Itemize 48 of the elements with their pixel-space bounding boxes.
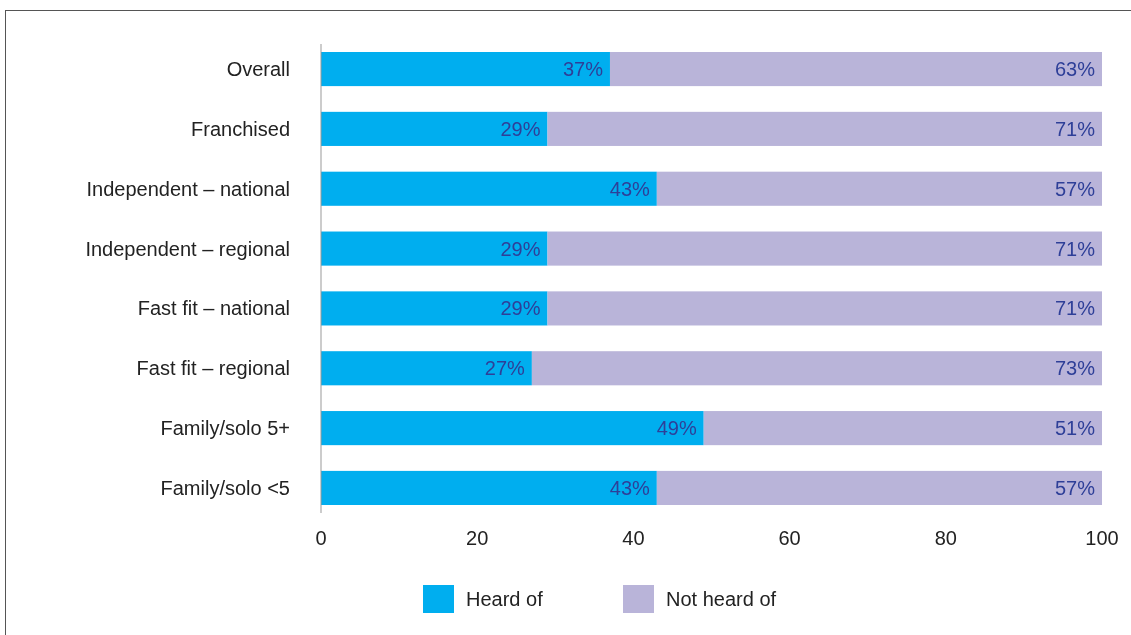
x-tick-label: 60 bbox=[778, 527, 801, 549]
x-tick-label: 100 bbox=[1085, 527, 1119, 549]
y-tick-label: Family/solo <5 bbox=[160, 476, 290, 499]
y-tick-label: Franchised bbox=[191, 117, 290, 140]
data-label: 49% bbox=[656, 417, 697, 440]
bar bbox=[547, 231, 1102, 266]
y-tick-label: Overall bbox=[226, 58, 290, 81]
data-label: 71% bbox=[1054, 237, 1096, 260]
y-tick-label: Family/solo 5+ bbox=[160, 417, 290, 440]
y-tick-label: Fast fit – regional bbox=[136, 357, 290, 380]
bar bbox=[547, 111, 1102, 146]
bar bbox=[321, 291, 548, 326]
data-label: 57% bbox=[1054, 177, 1096, 200]
bar bbox=[531, 351, 1102, 386]
data-label: 63% bbox=[1054, 58, 1096, 81]
bar bbox=[321, 171, 657, 206]
bar bbox=[656, 171, 1102, 206]
data-label: 43% bbox=[609, 476, 651, 499]
legend-label: Heard of bbox=[466, 588, 544, 610]
data-label: 29% bbox=[500, 297, 541, 320]
data-label: 29% bbox=[500, 117, 541, 140]
data-label: 57% bbox=[1054, 476, 1096, 499]
bar bbox=[321, 111, 548, 146]
x-tick-label: 20 bbox=[466, 527, 489, 549]
bar bbox=[321, 351, 532, 386]
data-label: 27% bbox=[484, 357, 526, 380]
x-tick-label: 40 bbox=[622, 527, 645, 549]
data-label: 71% bbox=[1054, 117, 1096, 140]
y-tick-label: Independent – national bbox=[86, 177, 290, 200]
x-tick-label: 0 bbox=[315, 527, 327, 549]
data-label: 29% bbox=[500, 237, 541, 260]
data-label: 71% bbox=[1054, 297, 1096, 320]
bar bbox=[656, 470, 1102, 505]
bar bbox=[321, 52, 610, 87]
data-label: 73% bbox=[1054, 357, 1096, 380]
bar bbox=[321, 231, 548, 266]
bar bbox=[321, 470, 657, 505]
data-label: 43% bbox=[609, 177, 651, 200]
y-tick-label: Independent – regional bbox=[85, 237, 290, 260]
x-tick-label: 80 bbox=[934, 527, 957, 549]
y-tick-label: Fast fit – national bbox=[137, 297, 290, 320]
bar bbox=[703, 411, 1102, 446]
bar bbox=[321, 411, 704, 446]
data-label: 51% bbox=[1054, 417, 1096, 440]
bar bbox=[547, 291, 1102, 326]
bar bbox=[609, 52, 1102, 87]
legend-label: Not heard of bbox=[666, 588, 777, 610]
data-label: 37% bbox=[562, 58, 604, 81]
